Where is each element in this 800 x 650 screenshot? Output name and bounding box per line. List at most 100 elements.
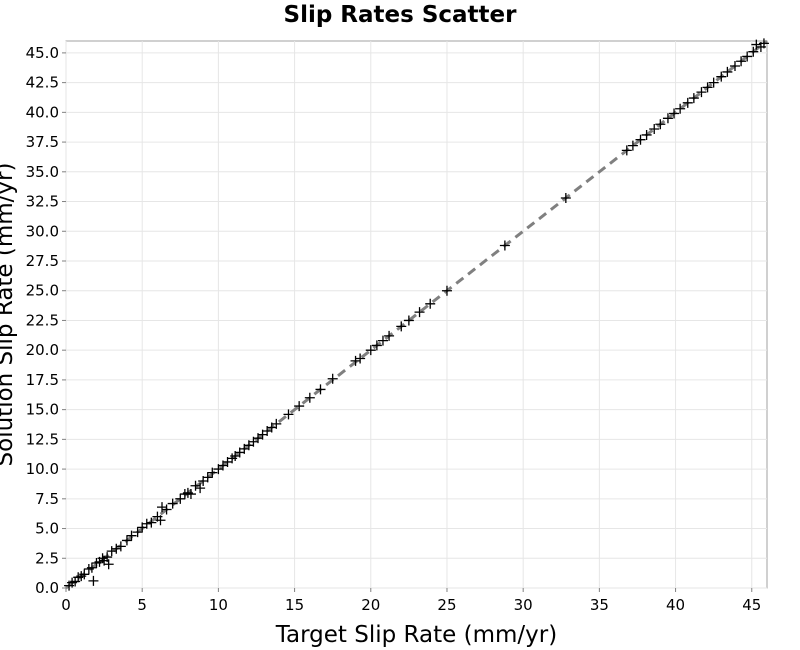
data-point: [327, 373, 338, 384]
y-tick-label: 0.0: [35, 579, 59, 597]
data-point: [702, 82, 713, 93]
data-point: [271, 418, 282, 429]
grid-lines: [65, 41, 767, 589]
x-tick-label: 5: [137, 596, 147, 614]
data-point: [141, 518, 152, 529]
data-point: [729, 60, 740, 71]
data-point: [742, 51, 753, 62]
data-point: [355, 353, 366, 364]
data-point: [102, 552, 113, 563]
data-point: [195, 483, 206, 494]
data-point: [190, 480, 201, 491]
data-point: [688, 93, 699, 104]
data-point: [621, 145, 632, 156]
y-tick-label: 42.5: [26, 74, 59, 92]
data-point: [132, 527, 143, 538]
data-point: [106, 546, 117, 557]
y-tick-label: 17.5: [26, 371, 59, 389]
y-tick-label: 15.0: [26, 401, 59, 419]
data-point: [283, 409, 294, 420]
data-point: [157, 502, 168, 513]
data-point: [669, 108, 680, 119]
data-point: [185, 489, 196, 500]
x-tick-label: 45: [742, 596, 761, 614]
y-tick-label: 7.5: [35, 490, 59, 508]
data-point: [641, 129, 652, 140]
data-point: [97, 553, 108, 564]
data-point: [365, 345, 376, 356]
data-point: [315, 384, 326, 395]
data-point: [441, 285, 452, 296]
x-tick-label: 30: [514, 596, 533, 614]
data-point: [627, 140, 638, 151]
y-axis-label: Solution Slip Rate (mm/yr): [0, 163, 18, 467]
y-tick-label: 37.5: [26, 133, 59, 151]
data-point: [350, 355, 361, 366]
data-point: [161, 504, 172, 515]
data-point: [202, 472, 213, 483]
data-point: [377, 335, 388, 346]
data-point: [115, 541, 126, 552]
data-point: [403, 315, 414, 326]
x-tick-label: 40: [666, 596, 685, 614]
x-tick-label: 0: [61, 596, 71, 614]
x-axis-label: Target Slip Rate (mm/yr): [275, 622, 557, 648]
data-point: [111, 543, 122, 554]
data-point: [736, 56, 747, 67]
data-points: [64, 38, 769, 591]
data-point: [696, 87, 707, 98]
x-tick-label: 10: [209, 596, 228, 614]
y-tick-label: 40.0: [26, 103, 59, 121]
data-point: [751, 39, 762, 50]
y-tick-label: 12.5: [26, 430, 59, 448]
data-point: [371, 340, 382, 351]
data-point: [304, 392, 315, 403]
data-point: [748, 46, 759, 57]
x-tick-label: 15: [285, 596, 304, 614]
data-point: [655, 119, 666, 130]
y-tick-label: 10.0: [26, 460, 59, 478]
data-point: [722, 66, 733, 77]
x-axis-ticks: 0 5 10 15 20 25 30 35 40 45: [61, 588, 761, 614]
y-axis-ticks: 0.0 2.5 5.0 7.5 10.0 12.5 15.0 17.5 20.0 22.5 25.0…: [26, 44, 66, 597]
data-point: [79, 569, 90, 580]
data-point: [649, 123, 660, 134]
data-point: [167, 498, 178, 509]
x-tick-label: 25: [437, 596, 456, 614]
y-tick-label: 32.5: [26, 193, 59, 211]
data-point: [662, 113, 673, 124]
data-point: [396, 321, 407, 332]
reference-line-segment: [65, 39, 768, 590]
data-point: [675, 103, 686, 114]
y-tick-label: 45.0: [26, 44, 59, 62]
data-point: [207, 467, 218, 478]
data-point: [499, 240, 510, 251]
data-point: [635, 134, 646, 145]
y-tick-label: 35.0: [26, 163, 59, 181]
data-point: [121, 535, 132, 546]
data-point: [175, 493, 186, 504]
data-point: [758, 38, 769, 49]
data-point: [682, 97, 693, 108]
data-point: [88, 575, 99, 586]
data-point: [414, 307, 425, 318]
data-point: [126, 530, 137, 541]
data-point: [425, 298, 436, 309]
x-tick-label: 20: [361, 596, 380, 614]
data-point: [294, 401, 305, 412]
y-tick-label: 20.0: [26, 341, 59, 359]
y-tick-label: 2.5: [35, 549, 59, 567]
data-point: [384, 330, 395, 341]
data-point: [560, 192, 571, 203]
y-tick-label: 5.0: [35, 520, 59, 538]
y-tick-label: 22.5: [26, 311, 59, 329]
y-tick-label: 30.0: [26, 222, 59, 240]
y-tick-label: 25.0: [26, 282, 59, 300]
data-point: [716, 71, 727, 82]
data-point: [146, 517, 157, 528]
data-point: [708, 77, 719, 88]
chart-title: Slip Rates Scatter: [283, 2, 517, 28]
y-tick-label: 27.5: [26, 252, 59, 270]
data-point: [103, 559, 114, 570]
